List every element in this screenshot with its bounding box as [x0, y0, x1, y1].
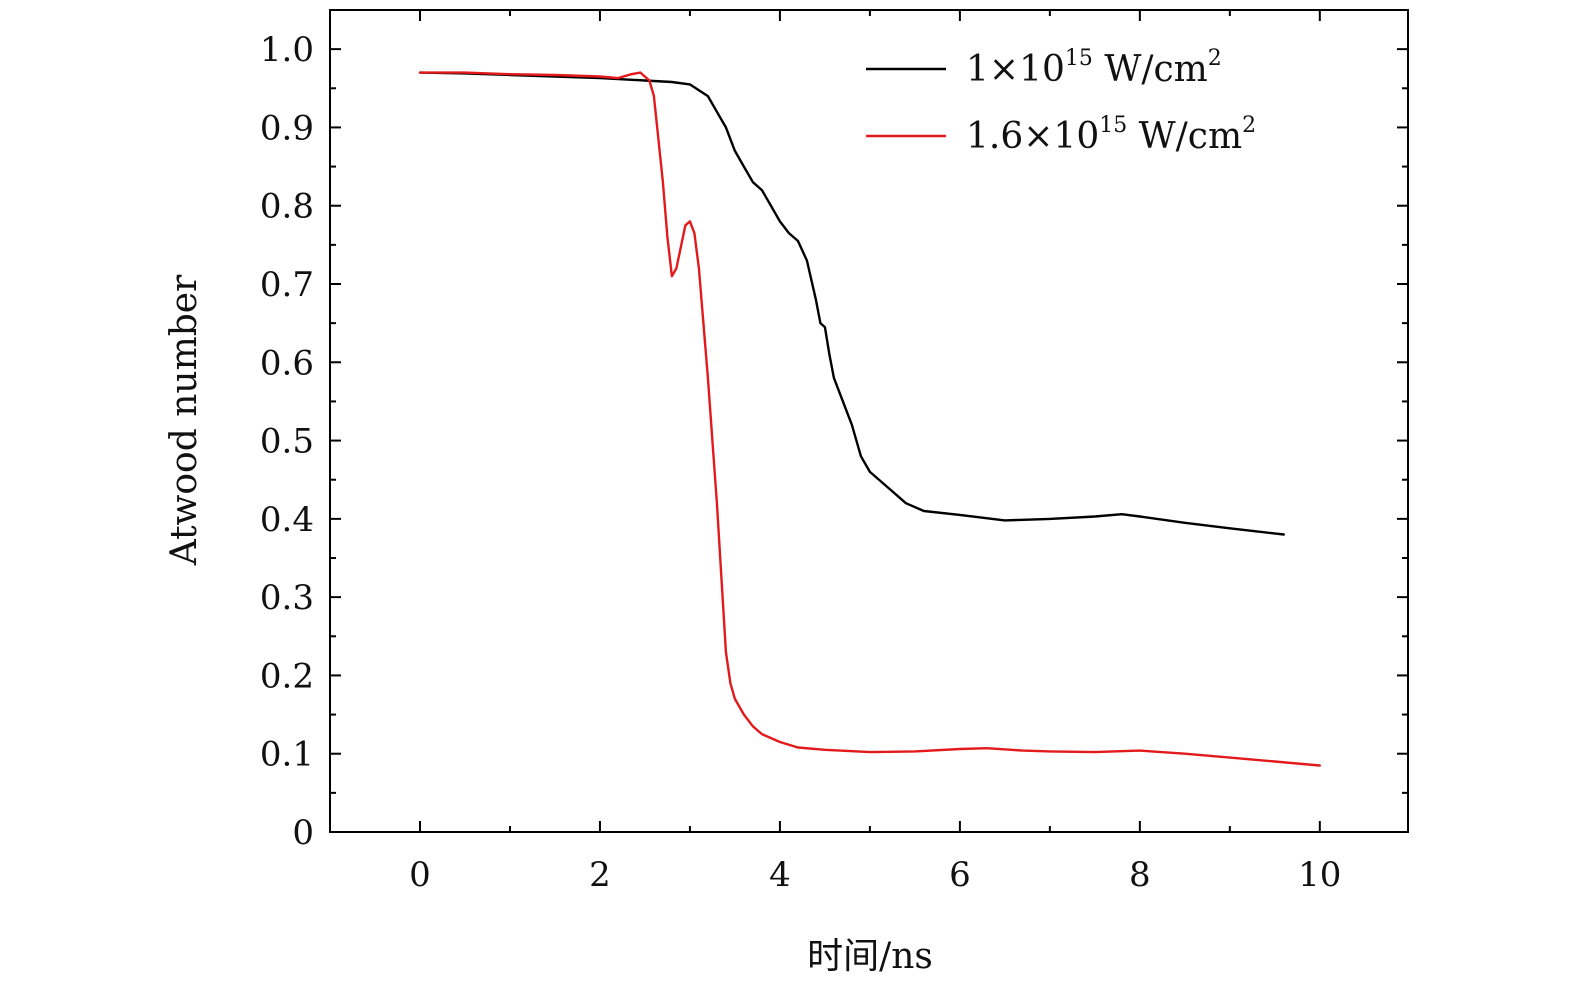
y-tick-label: 0.5 [260, 422, 314, 462]
legend-label: 1×1015 W/cm2 [966, 46, 1222, 90]
y-tick-label: 0.3 [260, 578, 314, 618]
legend: 1×1015 W/cm2 1.6×1015 W/cm2 [866, 46, 1256, 157]
series-line-2 [418, 71, 1322, 767]
y-tick-label: 0.2 [260, 656, 314, 696]
y-tick-label: 0.9 [260, 108, 314, 148]
y-tick-label: 0.4 [260, 500, 314, 540]
y-tick-label: 0.6 [260, 343, 314, 383]
y-tick-label: 0.8 [260, 187, 314, 227]
x-tick-label: 10 [1298, 855, 1341, 895]
x-tick-label: 2 [589, 855, 611, 895]
legend-item-1: 1×1015 W/cm2 [866, 46, 1222, 90]
y-tick-label: 0.1 [260, 735, 314, 775]
x-axis-title: 时间/ns [807, 936, 933, 977]
y-tick-label: 1.0 [260, 30, 314, 70]
x-axis-tick-labels: 0 2 4 6 8 10 [409, 855, 1341, 895]
x-tick-label: 0 [409, 855, 431, 895]
legend-item-2: 1.6×1015 W/cm2 [866, 113, 1256, 157]
y-tick-label: 0.7 [260, 265, 314, 305]
x-tick-label: 8 [1129, 855, 1151, 895]
x-tick-label: 4 [769, 855, 791, 895]
y-tick-label: 0 [292, 813, 314, 853]
axis-ticks [329, 10, 1408, 833]
series-lines [418, 71, 1322, 767]
y-axis-tick-labels: 0 0.1 0.2 0.3 0.4 0.5 0.6 0.7 0.8 0.9 1.0 [260, 30, 314, 853]
series-line-1 [418, 71, 1286, 536]
x-tick-label: 6 [949, 855, 971, 895]
legend-label: 1.6×1015 W/cm2 [966, 113, 1256, 157]
y-axis-title: Atwood number [164, 274, 205, 566]
